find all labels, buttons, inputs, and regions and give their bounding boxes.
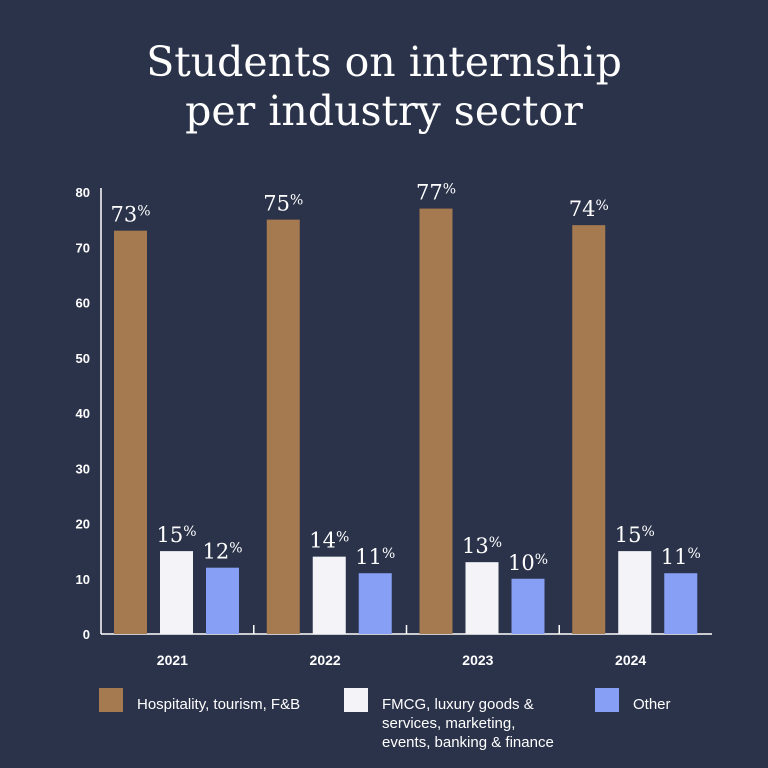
bar (266, 219, 300, 634)
y-tick-label: 60 (76, 296, 90, 311)
data-label: 14% (309, 529, 349, 553)
data-label: 12% (202, 540, 242, 564)
y-tick-label: 70 (76, 240, 90, 255)
bar (419, 208, 453, 634)
legend-label-line: Other (633, 696, 671, 713)
chart-title-line1: Students on internship (146, 38, 622, 86)
x-category-label: 2024 (615, 652, 646, 668)
legend-swatch-hospitality (99, 688, 123, 712)
bar (511, 578, 545, 634)
bar (206, 567, 239, 634)
data-label: 11% (661, 545, 701, 569)
chart-title: Students on internship per industry sect… (0, 38, 768, 136)
bar (114, 230, 147, 635)
data-label: 10% (508, 551, 548, 575)
chart-title-line2: per industry sector (185, 87, 583, 135)
bar (572, 225, 606, 634)
y-tick-label: 20 (76, 517, 90, 532)
legend-item-fmcg: FMCG, luxury goods & services, marketing… (344, 688, 554, 752)
legend-item-hospitality: Hospitality, tourism, F&B (99, 688, 300, 714)
data-label: 74% (569, 197, 609, 221)
y-tick-label: 40 (76, 406, 90, 421)
legend-label-line: events, banking & finance (382, 734, 554, 751)
legend-label-line: FMCG, luxury goods & (382, 696, 534, 713)
y-tick-label: 30 (76, 461, 90, 476)
data-label: 15% (615, 523, 655, 547)
data-label: 77% (416, 181, 456, 205)
legend-label-hospitality: Hospitality, tourism, F&B (137, 695, 300, 714)
x-category-label: 2023 (462, 652, 493, 668)
x-category-label: 2022 (310, 652, 341, 668)
data-label: 75% (263, 192, 303, 216)
data-label: 11% (355, 545, 395, 569)
legend-swatch-other (595, 688, 619, 712)
legend-label-other: Other (633, 695, 671, 714)
legend-label-line: services, marketing, (382, 715, 516, 732)
bar (358, 573, 392, 634)
legend-label-fmcg: FMCG, luxury goods & services, marketing… (382, 695, 554, 752)
legend-swatch-fmcg (344, 688, 368, 712)
legend-label-line: Hospitality, tourism, F&B (137, 696, 301, 713)
bar (160, 551, 193, 634)
y-tick-label: 80 (76, 185, 90, 200)
legend-item-other: Other (595, 688, 671, 714)
data-label: 73% (110, 203, 150, 227)
bar (312, 556, 346, 634)
bar (664, 573, 698, 634)
y-tick-label: 50 (76, 351, 90, 366)
bar (465, 562, 499, 634)
data-label: 13% (462, 534, 502, 558)
data-label: 15% (156, 523, 196, 547)
x-category-label: 2021 (157, 652, 188, 668)
bar (618, 551, 652, 634)
y-tick-label: 0 (83, 627, 90, 642)
y-tick-label: 10 (76, 572, 90, 587)
